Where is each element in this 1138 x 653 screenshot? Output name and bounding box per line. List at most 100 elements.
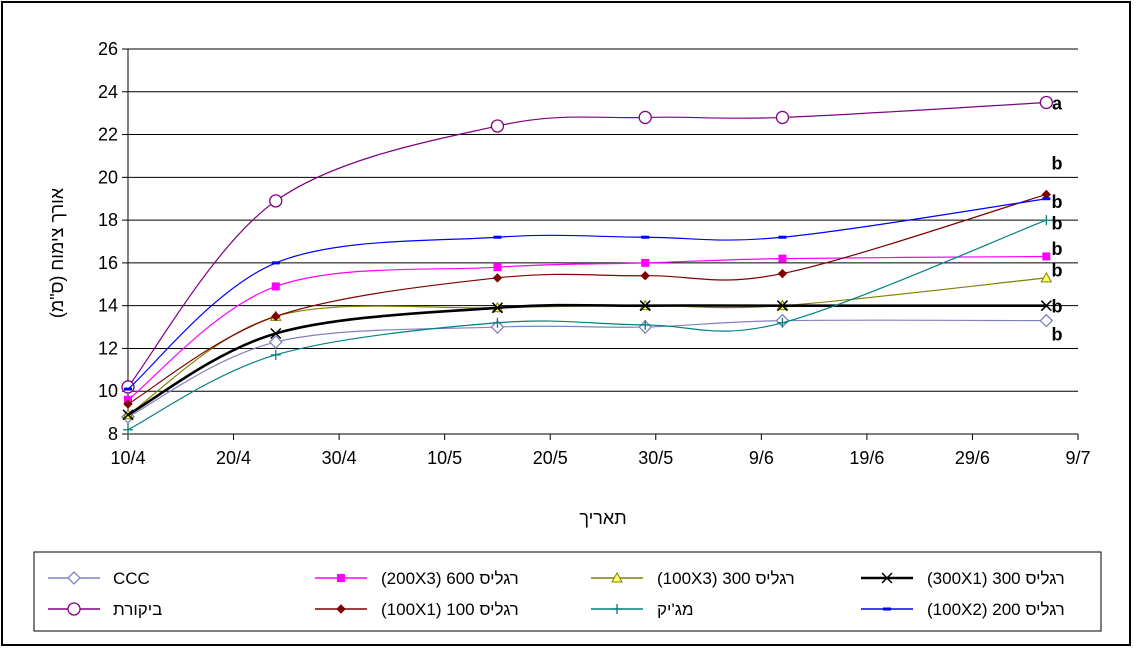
x-tick-label: 20/5 (533, 448, 568, 468)
data-point (337, 574, 345, 582)
data-point (1039, 313, 1054, 328)
data-point (641, 258, 650, 267)
y-tick-label: 18 (98, 210, 118, 230)
data-point (268, 335, 283, 349)
data-point (640, 319, 651, 330)
legend-item-7: רגליס 200 (100X2) (861, 600, 1065, 619)
data-point (492, 317, 503, 328)
legend-label: ביקורת (113, 600, 162, 619)
x-tick-label: 20/4 (216, 448, 251, 468)
series-line (127, 198, 1047, 390)
data-point (777, 317, 788, 328)
x-tick-label: 9/6 (749, 448, 774, 468)
legend: CCC רגליס 600 (200X3) רגליס 300 (100X3) רגל… (48, 569, 1065, 619)
series-6 (123, 215, 1052, 435)
legend-item-3: רגליס 300 (300X1) (861, 569, 1065, 588)
line-chart: 8 10 12 14 16 18 20 22 24 26 10/4 20/4 30/4 10/5 20/5 3… (33, 39, 1102, 632)
x-tick-label: 30/4 (322, 448, 357, 468)
data-point (123, 399, 133, 409)
y-tick-label: 14 (98, 296, 118, 316)
series-0 (121, 313, 1054, 424)
data-point (640, 271, 650, 281)
data-point (67, 571, 81, 585)
data-point (270, 327, 282, 340)
legend-item-0: CCC (48, 569, 150, 588)
series-7 (124, 197, 1051, 391)
legend-box (33, 551, 1102, 632)
data-point (269, 194, 283, 208)
data-point (490, 119, 505, 133)
significance-label: b (1052, 324, 1063, 344)
significance-label: b (1052, 213, 1063, 233)
legend-label: מג'יק (657, 600, 694, 619)
data-point (881, 572, 893, 584)
data-point (638, 110, 652, 125)
y-tick-label: 8 (108, 424, 118, 444)
x-tick-label: 10/4 (110, 448, 145, 468)
series-line (127, 101, 1047, 388)
data-point (775, 110, 790, 125)
data-point (271, 311, 281, 322)
y-tick-label: 22 (98, 125, 118, 145)
legend-item-4: ביקורת (48, 600, 162, 619)
x-tick-label: 19/6 (849, 448, 884, 468)
series-line (127, 277, 1047, 416)
y-tick-label: 16 (98, 253, 118, 273)
data-point (639, 300, 651, 312)
significance-label: b (1052, 192, 1063, 212)
legend-label: רגליס 300 (300X1) (927, 569, 1065, 588)
significance-label: b (1052, 260, 1063, 280)
series-lines (121, 95, 1054, 435)
y-tick-label: 10 (98, 381, 118, 401)
y-axis-title: אורך צימוח (ס"מ) (47, 187, 67, 318)
data-point (492, 273, 503, 283)
x-tick-label: 30/5 (638, 448, 673, 468)
y-tick-label: 24 (98, 82, 118, 102)
data-point (491, 302, 503, 314)
data-point (1042, 252, 1051, 261)
data-point (493, 263, 502, 272)
y-tick-label: 12 (98, 338, 118, 358)
data-point (270, 349, 281, 360)
data-point (1040, 300, 1052, 312)
y-tick-label: 26 (98, 39, 118, 59)
data-point (122, 409, 134, 421)
significance-label: b (1052, 297, 1063, 317)
series-line (127, 193, 1047, 405)
legend-label: רגליס 100 (100X1) (381, 600, 519, 619)
series-5 (123, 189, 1052, 409)
data-point (1039, 95, 1053, 110)
significance-label: b (1052, 239, 1063, 259)
legend-item-6: מג'יק (591, 600, 694, 619)
data-point (123, 424, 133, 435)
y-tick-label: 20 (98, 167, 118, 187)
legend-label: רגליס 300 (100X3) (657, 569, 795, 588)
legend-label: CCC (113, 569, 150, 588)
series-4 (121, 95, 1053, 394)
series-line (127, 303, 1047, 416)
data-point (1041, 215, 1052, 226)
data-point (776, 300, 788, 312)
axes: 8 10 12 14 16 18 20 22 24 26 10/4 20/4 30/4 10/5 20/5 3… (98, 39, 1091, 468)
series-3 (122, 300, 1052, 421)
x-tick-label: 29/6 (955, 448, 990, 468)
data-point (336, 604, 346, 614)
significance-label: a (1052, 93, 1063, 113)
significance-label: b (1052, 153, 1063, 173)
data-point (778, 254, 787, 263)
legend-item-5: רגליס 100 (100X1) (315, 600, 519, 619)
x-tick-label: 9/7 (1065, 448, 1090, 468)
legend-item-1: רגליס 600 (200X3) (315, 569, 519, 588)
data-point (777, 268, 788, 279)
data-point (611, 571, 623, 583)
legend-item-2: רגליס 300 (100X3) (591, 569, 795, 588)
data-point (67, 602, 81, 616)
data-point (121, 380, 135, 394)
series-line (127, 255, 1047, 401)
legend-label: רגליס 200 (100X2) (927, 600, 1065, 619)
series-line (127, 319, 1047, 418)
x-axis-title: תאריך (579, 508, 626, 528)
legend-label: רגליס 600 (200X3) (381, 569, 519, 588)
data-point (612, 604, 622, 614)
